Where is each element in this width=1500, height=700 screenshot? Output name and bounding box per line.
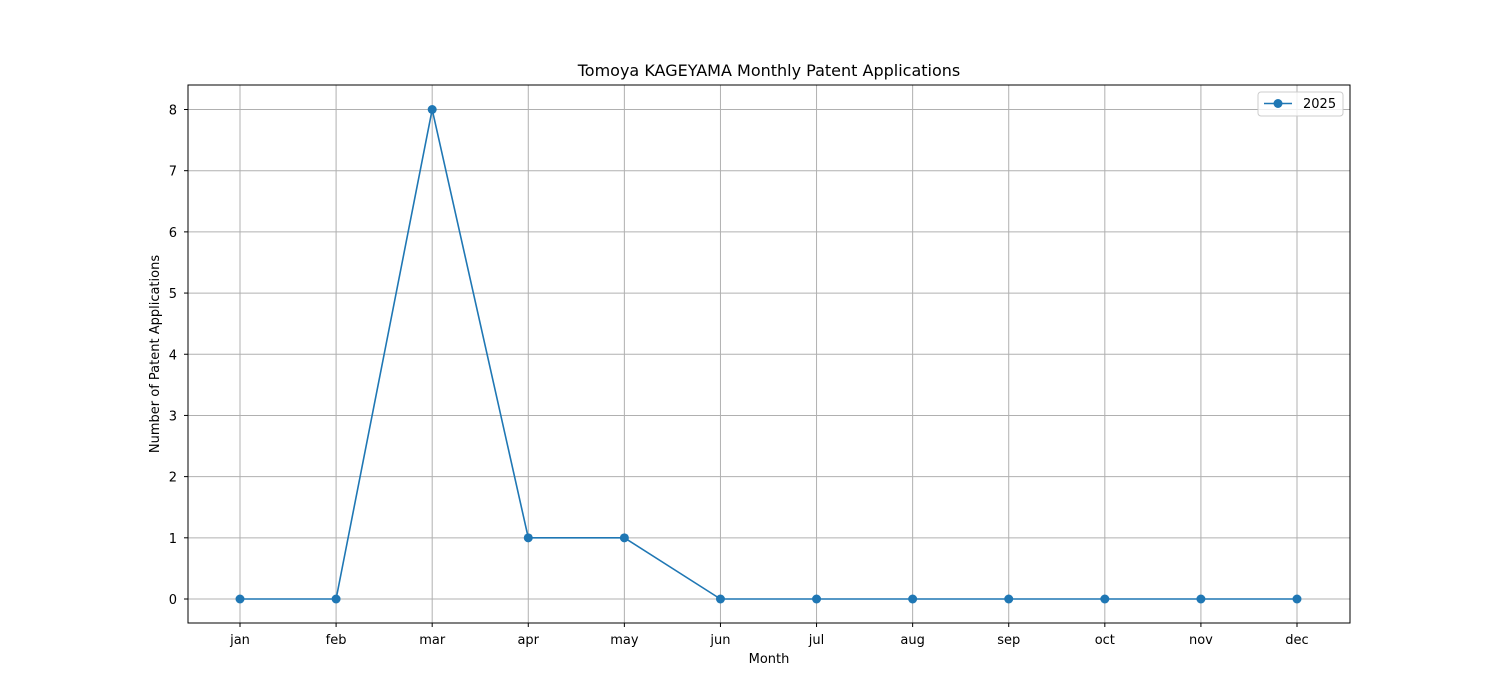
x-tick-label: may — [610, 633, 639, 648]
data-point — [1196, 595, 1205, 604]
legend: 2025 — [1258, 92, 1343, 116]
y-tick-label: 5 — [169, 287, 177, 302]
x-tick-label: mar — [419, 633, 446, 648]
y-tick-label: 0 — [169, 593, 177, 608]
data-point — [428, 105, 437, 114]
y-tick-label: 4 — [169, 348, 177, 363]
x-tick-label: jun — [709, 633, 730, 648]
y-tick-label: 1 — [169, 532, 177, 547]
data-point — [524, 533, 533, 542]
x-tick-label: aug — [900, 633, 924, 648]
grid-layer — [188, 85, 1350, 623]
data-point — [236, 595, 245, 604]
legend-series-label: 2025 — [1303, 97, 1336, 112]
x-tick-label: feb — [326, 633, 347, 648]
x-tick-label: oct — [1095, 633, 1115, 648]
data-point — [332, 595, 341, 604]
y-tick-label: 8 — [169, 104, 177, 119]
chart-title: Tomoya KAGEYAMA Monthly Patent Applicati… — [577, 61, 961, 80]
y-axis-label: Number of Patent Applications — [148, 255, 163, 453]
data-point — [1293, 595, 1302, 604]
x-tick-label: dec — [1285, 633, 1308, 648]
data-point — [716, 595, 725, 604]
y-tick-label: 6 — [169, 226, 177, 241]
legend-series-marker — [1274, 99, 1283, 108]
x-tick-label: apr — [517, 633, 539, 648]
x-axis-label: Month — [749, 652, 790, 667]
x-tick-label: jul — [808, 633, 824, 648]
y-tick-label: 2 — [169, 471, 177, 486]
x-tick-label: jan — [229, 633, 250, 648]
y-tick-label: 7 — [169, 165, 177, 180]
data-point — [620, 533, 629, 542]
data-point — [812, 595, 821, 604]
data-point — [908, 595, 917, 604]
x-tick-label: nov — [1189, 633, 1213, 648]
x-tick-label: sep — [997, 633, 1020, 648]
data-point — [1100, 595, 1109, 604]
data-point — [1004, 595, 1013, 604]
tick-layer: jan feb mar apr may jun jul aug sep oct nov dec 0 1 2 3… — [169, 104, 1309, 649]
y-tick-label: 3 — [169, 409, 177, 424]
